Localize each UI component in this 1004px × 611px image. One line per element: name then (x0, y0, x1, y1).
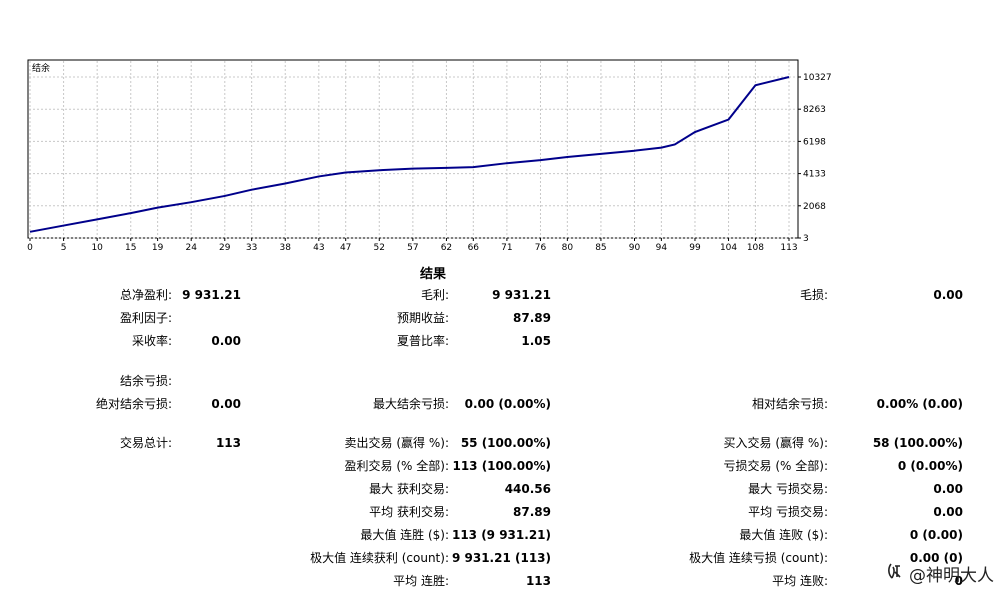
absolute-drawdown-value: 0.00 (211, 397, 241, 411)
x-tick-label: 5 (61, 243, 67, 253)
x-tick-label: 90 (629, 243, 641, 253)
x-tick-label: 19 (152, 243, 164, 253)
x-tick-label: 71 (501, 243, 512, 253)
largest-profit-trade-value: 440.56 (504, 482, 551, 496)
x-tick-label: 33 (246, 243, 257, 253)
profit-trades-value: 113 (100.00%) (452, 459, 551, 473)
max-consecutive-wins-value: 113 (9 931.21) (451, 528, 551, 542)
largest-profit-trade-label: 最大 获利交易: (369, 482, 449, 496)
chart-title: 结余 (32, 62, 50, 74)
x-tick-label: 99 (689, 243, 701, 253)
loss-trades-value: 0 (0.00%) (897, 459, 963, 473)
relative-drawdown-value: 0.00% (0.00) (876, 397, 963, 411)
relative-drawdown-label: 相对结余亏损: (751, 397, 828, 411)
largest-loss-trade-label: 最大 亏损交易: (748, 482, 828, 496)
profit-trades-label: 盈利交易 (% 全部): (344, 459, 449, 473)
x-tick-label: 29 (219, 243, 231, 253)
x-tick-label: 57 (407, 243, 418, 253)
sharpe-ratio-label: 夏普比率: (396, 334, 449, 348)
y-tick-label: 3 (803, 234, 809, 244)
x-tick-label: 62 (441, 243, 452, 253)
zhihu-icon (885, 562, 903, 585)
max-drawdown-label: 最大结余亏损: (372, 397, 449, 411)
y-tick-label: 6198 (803, 137, 826, 147)
average-consecutive-wins-value: 113 (525, 574, 551, 588)
x-tick-label: 43 (313, 243, 324, 253)
x-tick-label: 24 (185, 243, 197, 253)
balance-drawdown-label: 结余亏损: (119, 374, 172, 388)
x-tick-label: 113 (780, 243, 797, 253)
y-tick-label: 8263 (803, 105, 826, 115)
balance-chart-svg: 0 5 10 15 19 24 29 33 38 43 47 52 57 62 66 71 76 80 85 90 94… (27, 59, 832, 253)
results-title: 结果 (419, 267, 446, 282)
watermark-text: @神明大人 (909, 566, 994, 586)
average-consecutive-losses-label: 平均 连败: (772, 574, 828, 588)
x-tick-label: 76 (535, 243, 547, 253)
profit-factor-label: 盈利因子: (119, 311, 172, 325)
recovery-factor-value: 0.00 (211, 334, 241, 348)
total-trades-label: 交易总计: (119, 436, 172, 450)
gross-loss-value: 0.00 (933, 288, 963, 302)
gross-loss-label: 毛损: (799, 288, 828, 302)
x-tick-label: 94 (656, 243, 668, 253)
average-loss-trade-label: 平均 亏损交易: (748, 505, 828, 519)
maximal-consecutive-loss-value: 0.00 (0) (909, 551, 963, 565)
long-trades-value: 58 (100.00%) (872, 436, 963, 450)
absolute-drawdown-label: 绝对结余亏损: (95, 397, 172, 411)
loss-trades-label: 亏损交易 (% 全部): (723, 459, 828, 473)
maximal-consecutive-profit-value: 9 931.21 (113) (451, 551, 551, 565)
x-tick-label: 52 (374, 243, 385, 253)
x-tick-label: 15 (125, 243, 136, 253)
short-trades-value: 55 (100.00%) (460, 436, 551, 450)
max-consecutive-losses-label: 最大值 连败 ($): (739, 528, 828, 542)
x-tick-label: 0 (27, 243, 33, 253)
x-tick-label: 66 (468, 243, 480, 253)
gross-profit-value: 9 931.21 (492, 288, 551, 302)
average-loss-trade-value: 0.00 (933, 505, 963, 519)
x-tick-label: 80 (562, 243, 574, 253)
x-tick-label: 10 (91, 243, 103, 253)
y-tick-label: 10327 (803, 73, 832, 83)
average-consecutive-losses-value: 0 (954, 574, 963, 588)
net-profit-value: 9 931.21 (182, 288, 241, 302)
expected-payoff-value: 87.89 (513, 311, 551, 325)
x-tick-label: 85 (595, 243, 606, 253)
y-tick-label: 4133 (803, 170, 826, 180)
max-consecutive-losses-value: 0 (0.00) (909, 528, 963, 542)
maximal-consecutive-loss-label: 极大值 连续亏损 (count): (689, 551, 828, 565)
net-profit-label: 总净盈利: (119, 288, 172, 302)
long-trades-label: 买入交易 (赢得 %): (723, 436, 828, 450)
x-tick-label: 108 (747, 243, 764, 253)
max-drawdown-value: 0.00 (0.00%) (464, 397, 551, 411)
expected-payoff-label: 预期收益: (396, 311, 449, 325)
average-consecutive-wins-label: 平均 连胜: (393, 574, 449, 588)
average-profit-trade-label: 平均 获利交易: (369, 505, 449, 519)
gross-profit-label: 毛利: (420, 288, 449, 302)
short-trades-label: 卖出交易 (赢得 %): (344, 436, 449, 450)
sharpe-ratio-value: 1.05 (521, 334, 551, 348)
total-trades-value: 113 (215, 436, 241, 450)
average-profit-trade-value: 87.89 (513, 505, 551, 519)
recovery-factor-label: 采收率: (131, 334, 172, 348)
y-tick-label: 2068 (803, 202, 826, 212)
x-tick-label: 47 (340, 243, 351, 253)
largest-loss-trade-value: 0.00 (933, 482, 963, 496)
x-tick-label: 104 (720, 243, 737, 253)
maximal-consecutive-profit-label: 极大值 连续获利 (count): (310, 551, 449, 565)
x-tick-label: 38 (280, 243, 292, 253)
balance-series-line (29, 76, 790, 233)
max-consecutive-wins-label: 最大值 连胜 ($): (360, 528, 449, 542)
watermark: @神明大人 (885, 561, 994, 586)
balance-chart: 0 5 10 15 19 24 29 33 38 43 47 52 57 62 66 71 76 80 85 90 94… (0, 0, 1004, 260)
